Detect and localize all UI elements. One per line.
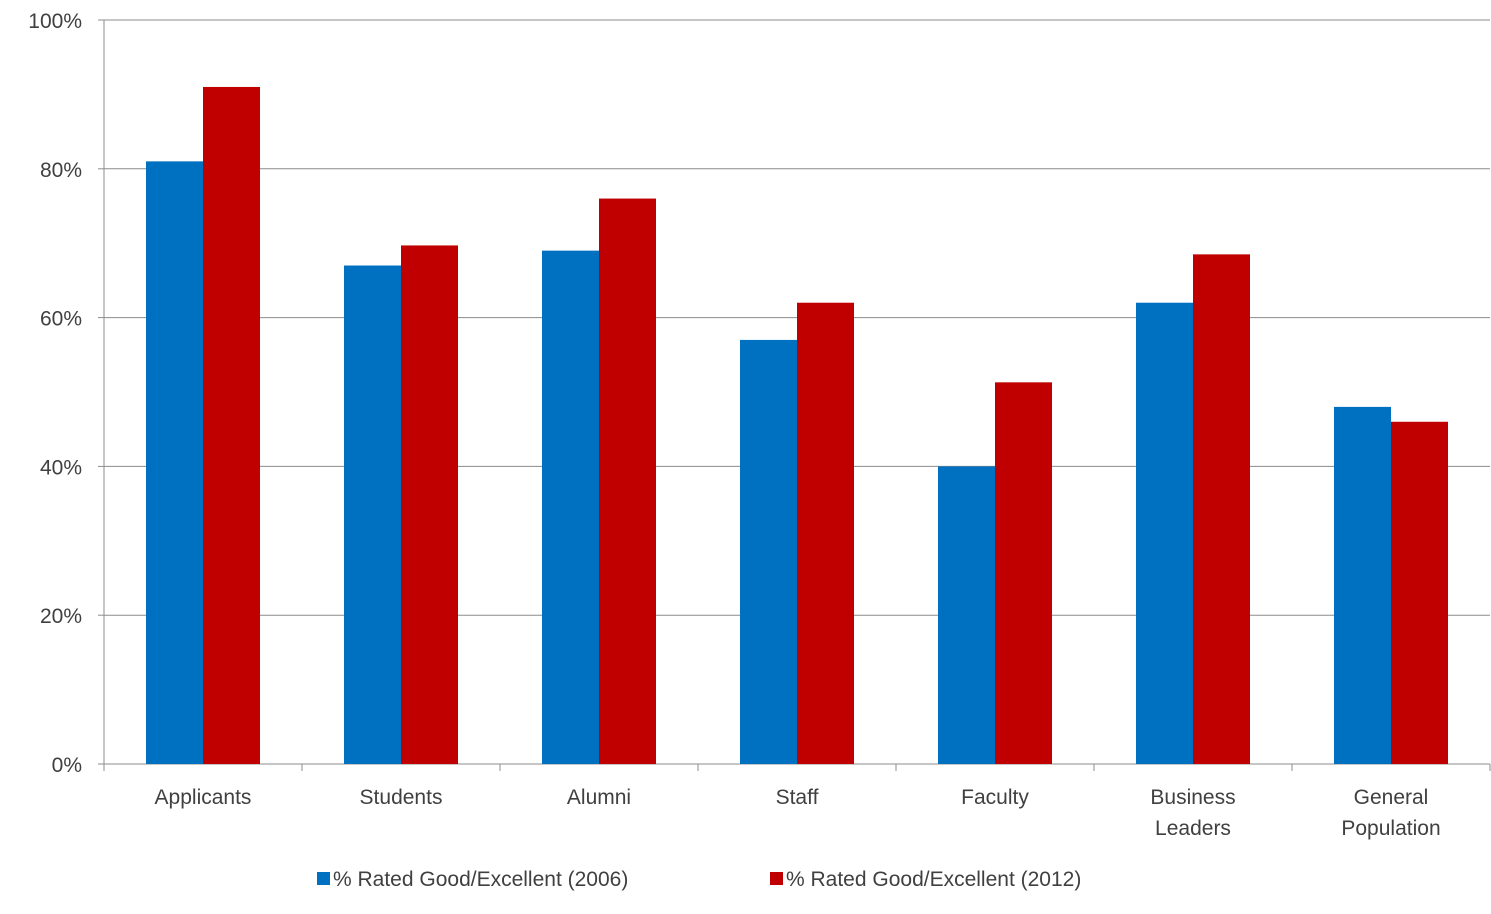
bar-2006 [1136, 302, 1193, 764]
x-tick-label: Leaders [1155, 817, 1231, 840]
x-tick-label: Applicants [155, 786, 252, 809]
x-tick-label: Faculty [961, 786, 1029, 809]
bar-2006 [740, 339, 797, 764]
bar-2006 [938, 466, 995, 764]
bar-2006 [146, 161, 203, 765]
x-tick-labels: Applicants Students Alumni Staff Faculty Busi… [155, 786, 1441, 840]
bar-2006 [542, 250, 599, 764]
y-tick-label: 20% [40, 605, 82, 628]
bars [146, 86, 1448, 765]
x-tick-label: General [1354, 786, 1429, 809]
bar-2012 [401, 245, 458, 764]
x-tick-label: Students [360, 786, 443, 809]
bar-2012 [797, 302, 854, 764]
y-tick-label: 40% [40, 456, 82, 479]
bar-2012 [599, 198, 656, 764]
bar-2012 [203, 86, 260, 764]
legend-item: % Rated Good/Excellent (2006) [317, 868, 628, 891]
legend-item: % Rated Good/Excellent (2012) [770, 868, 1081, 891]
y-tick-label: 100% [28, 10, 82, 33]
legend-swatch [770, 872, 783, 885]
x-tick-label: Population [1341, 817, 1440, 840]
bar-2006 [1334, 406, 1391, 764]
x-tick-label: Staff [776, 786, 819, 809]
y-tick-labels: 0% 20% 40% 60% 80% 100% [28, 10, 82, 777]
legend: % Rated Good/Excellent (2006) % Rated Goo… [317, 868, 1081, 891]
y-tick-label: 80% [40, 159, 82, 182]
legend-swatch [317, 872, 330, 885]
legend-label: % Rated Good/Excellent (2006) [333, 868, 628, 891]
x-tick-label: Alumni [567, 786, 631, 809]
bar-2012 [1193, 254, 1250, 765]
y-tick-label: 60% [40, 308, 82, 331]
bar-2012 [995, 382, 1052, 764]
legend-label: % Rated Good/Excellent (2012) [786, 868, 1081, 891]
x-tick-label: Business [1150, 786, 1235, 809]
bar-2012 [1391, 421, 1448, 764]
bar-2006 [344, 265, 401, 764]
y-tick-label: 0% [52, 754, 82, 777]
